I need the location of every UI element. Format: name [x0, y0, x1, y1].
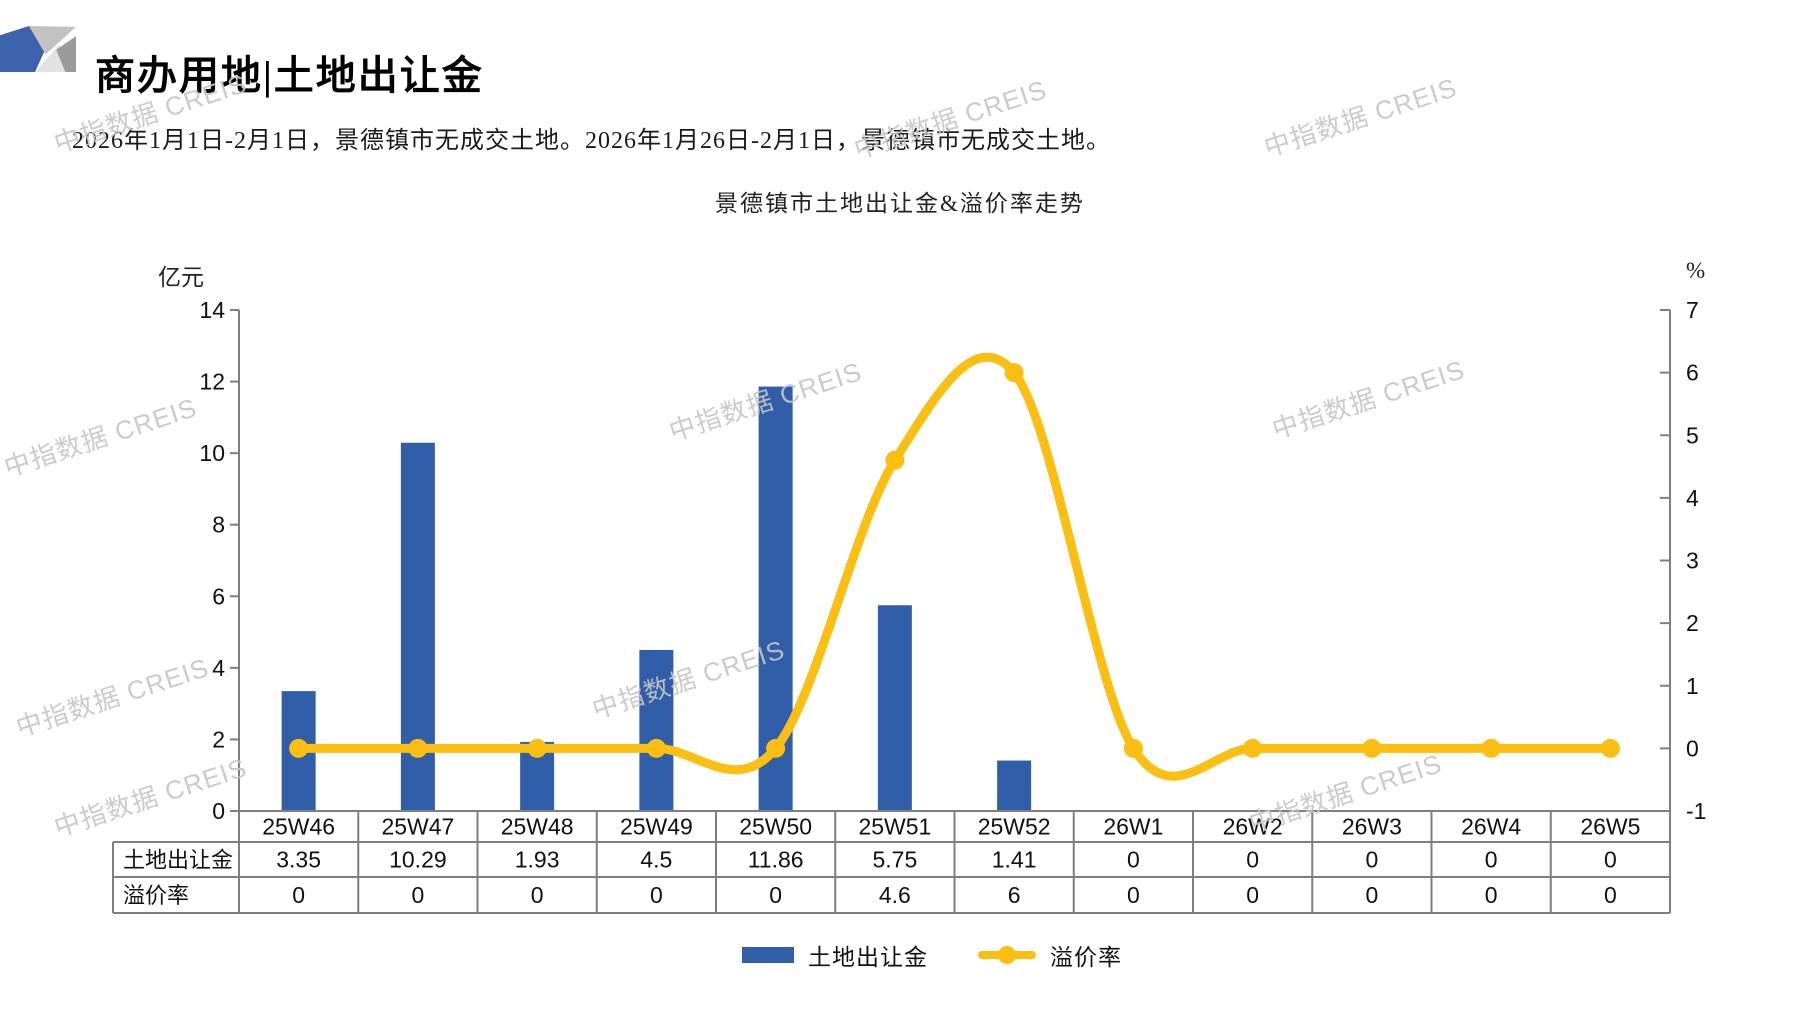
table-cell-value: 0 — [1485, 847, 1498, 873]
category-label: 25W49 — [620, 814, 693, 840]
right-axis-tick-label: 7 — [1686, 297, 1699, 323]
premium-rate-line — [294, 352, 1615, 781]
chart-title: 景德镇市土地出让金&溢价率走势 — [715, 191, 1085, 216]
table-cell-value: 0 — [769, 882, 782, 908]
table-cell-value: 0 — [1127, 882, 1140, 908]
category-label: 25W51 — [858, 814, 931, 840]
creis-logo — [0, 26, 76, 72]
category-label: 26W1 — [1103, 814, 1163, 840]
line-marker-26W4 — [1481, 738, 1501, 758]
line-marker-25W52 — [1004, 363, 1024, 383]
table-cell-value: 6 — [1008, 882, 1021, 908]
table-cell-value: 0 — [1365, 882, 1378, 908]
category-label: 26W4 — [1461, 814, 1521, 840]
right-axis-tick-label: 0 — [1686, 735, 1699, 761]
table-cell-value: 1.41 — [992, 847, 1037, 873]
table-cell-value: 0 — [1246, 847, 1259, 873]
line-marker-26W3 — [1362, 738, 1382, 758]
table-cell-value: 3.35 — [276, 847, 321, 873]
table-cell-value: 5.75 — [872, 847, 917, 873]
right-axis-tick-label: 2 — [1686, 610, 1699, 636]
category-label: 25W48 — [501, 814, 574, 840]
category-label: 25W47 — [381, 814, 454, 840]
line-marker-25W50 — [766, 738, 786, 758]
legend-line-marker-icon — [998, 946, 1016, 964]
right-axis-unit-label: % — [1686, 258, 1706, 283]
table-cell-value: 0 — [1485, 882, 1498, 908]
left-axis-tick-label: 12 — [199, 369, 225, 395]
line-marker-25W46 — [289, 738, 309, 758]
right-axis-tick-label: 3 — [1686, 548, 1699, 574]
category-label: 25W46 — [262, 814, 335, 840]
table-cell-value: 0 — [411, 882, 424, 908]
table-cell-value: 10.29 — [389, 847, 447, 873]
page-title: 商办用地|土地出让金 — [95, 52, 484, 98]
line-marker-25W51 — [885, 450, 905, 470]
line-marker-26W2 — [1243, 738, 1263, 758]
left-axis-tick-label: 6 — [212, 583, 225, 609]
bar-25W49 — [639, 649, 674, 811]
left-axis-unit-label: 亿元 — [158, 265, 204, 290]
category-label: 25W50 — [739, 814, 812, 840]
right-axis-tick-label: 6 — [1686, 360, 1699, 386]
legend-bar-label: 土地出让金 — [808, 945, 928, 970]
table-cell-value: 0 — [292, 882, 305, 908]
category-label: 26W5 — [1580, 814, 1640, 840]
table-cell-value: 0 — [531, 882, 544, 908]
chart-legend: 土地出让金 溢价率 — [742, 938, 1122, 972]
line-marker-26W5 — [1600, 738, 1620, 758]
table-cell-value: 0 — [1604, 882, 1617, 908]
right-axis-tick-label: 1 — [1686, 673, 1699, 699]
legend-line-label: 溢价率 — [1050, 945, 1122, 970]
bar-25W51 — [877, 605, 912, 811]
table-cell-value: 0 — [1365, 847, 1378, 873]
left-axis-tick-label: 14 — [199, 297, 225, 323]
table-cell-value: 0 — [1246, 882, 1259, 908]
right-axis-tick-label: -1 — [1686, 798, 1706, 824]
left-axis-tick-label: 0 — [212, 798, 225, 824]
table-cell-value: 0 — [1604, 847, 1617, 873]
left-axis-tick-label: 8 — [212, 512, 225, 538]
summary-text: 2026年1月1日-2月1日，景德镇市无成交土地。2026年1月26日-2月1日… — [72, 128, 1111, 154]
legend-bar-swatch — [742, 947, 794, 963]
table-cell-value: 11.86 — [748, 847, 804, 873]
table-cell-value: 1.93 — [515, 847, 560, 873]
bar-25W52 — [997, 760, 1032, 811]
table-cell-value: 4.6 — [879, 882, 911, 908]
left-axis-tick-label: 10 — [199, 440, 225, 466]
table-cell-value: 0 — [1127, 847, 1140, 873]
left-axis-tick-label: 2 — [212, 726, 225, 752]
category-label: 25W52 — [978, 814, 1051, 840]
right-axis-tick-label: 4 — [1686, 485, 1699, 511]
line-marker-25W48 — [527, 738, 547, 758]
category-label: 26W2 — [1223, 814, 1283, 840]
line-marker-26W1 — [1123, 738, 1143, 758]
line-marker-25W47 — [408, 738, 428, 758]
table-row-label: 土地出让金 — [123, 848, 233, 873]
table-cell-value: 0 — [650, 882, 663, 908]
line-marker-25W49 — [646, 738, 666, 758]
legend-line-swatch — [978, 945, 1036, 965]
table-cell-value: 4.5 — [640, 847, 672, 873]
table-row-label: 溢价率 — [123, 883, 189, 908]
right-axis-tick-label: 5 — [1686, 422, 1699, 448]
category-label: 26W3 — [1342, 814, 1402, 840]
left-axis-tick-label: 4 — [212, 655, 225, 681]
